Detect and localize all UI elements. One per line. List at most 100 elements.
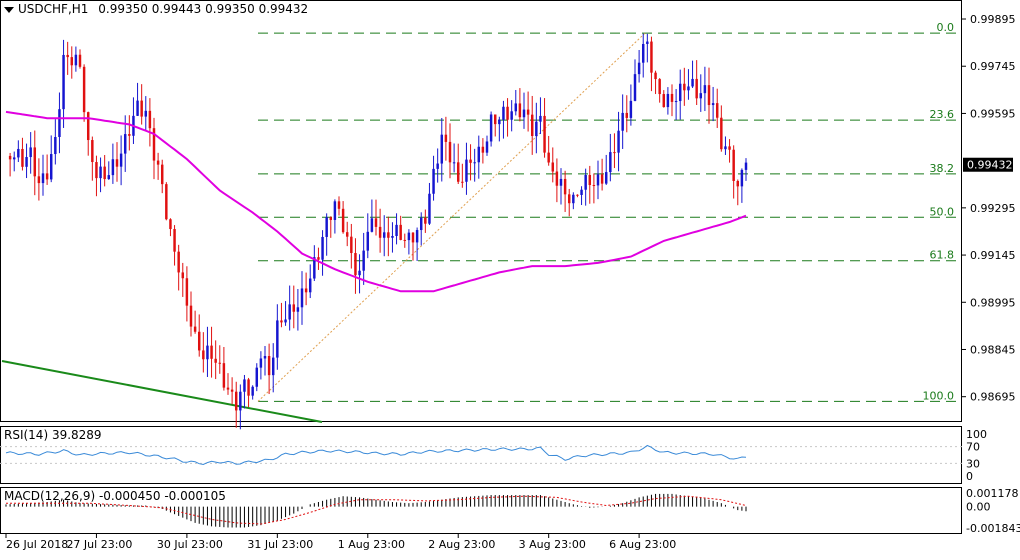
trendlines[interactable] — [1, 360, 323, 423]
bear-candle — [33, 147, 37, 177]
bull-candle — [711, 103, 715, 106]
bear-candle — [448, 141, 452, 163]
bull-candle — [584, 175, 587, 190]
fib-level-label: 61.8 — [930, 249, 955, 262]
bear-candle — [670, 93, 674, 102]
bear-candle — [563, 178, 567, 195]
bull-candle — [136, 100, 139, 116]
macd-axis-label: -0.001843 — [966, 522, 1020, 535]
fib-level-label: 38.2 — [930, 162, 955, 175]
bear-candle — [576, 194, 579, 196]
bull-candle — [687, 86, 690, 91]
bull-candle — [308, 278, 312, 293]
bear-candle — [481, 146, 485, 153]
bull-candle — [276, 320, 279, 358]
bull-candle — [74, 54, 78, 66]
fib-level-label: 23.6 — [930, 108, 955, 121]
bull-candle — [366, 231, 370, 251]
bear-candle — [128, 134, 131, 136]
bear-candle — [234, 391, 238, 411]
bull-candle — [522, 109, 526, 118]
bear-candle — [230, 389, 234, 392]
bear-candle — [292, 304, 296, 312]
bear-candle — [70, 57, 74, 66]
bear-candle — [715, 103, 719, 118]
bear-candle — [95, 162, 98, 179]
bear-candle — [345, 232, 349, 237]
bear-candle — [654, 72, 657, 80]
bull-candle — [559, 178, 563, 186]
dropdown-triangle-icon[interactable] — [4, 6, 14, 13]
bull-candle — [119, 153, 123, 167]
panel-frame — [0, 487, 962, 534]
time-axis-label: 26 Jul 2018 — [6, 538, 68, 551]
bull-candle — [358, 270, 361, 276]
bull-candle — [321, 236, 324, 260]
rsi-axis-label: 0 — [966, 470, 973, 483]
bull-candle — [691, 78, 694, 87]
fib-level-label: 100.0 — [923, 389, 955, 402]
bull-candle — [288, 304, 291, 320]
bear-candle — [732, 149, 735, 181]
bear-candle — [337, 201, 341, 209]
price-axis-label: 0.99295 — [970, 202, 1016, 215]
bull-candle — [29, 147, 32, 158]
bear-candle — [169, 219, 172, 230]
bull-candle — [123, 134, 127, 154]
bear-candle — [222, 363, 226, 388]
bear-candle — [456, 162, 460, 182]
bull-candle — [313, 257, 316, 279]
bear-candle — [156, 160, 160, 165]
bull-candle — [617, 130, 620, 153]
fib-diagonal-line — [257, 32, 646, 402]
bull-candle — [370, 218, 374, 232]
bull-candle — [674, 101, 678, 103]
price-axis-label: 0.99595 — [970, 107, 1016, 120]
bear-candle — [399, 224, 402, 240]
bull-candle — [255, 367, 259, 387]
rsi-indicator — [0, 444, 962, 466]
bear-candle — [267, 356, 271, 376]
bull-candle — [62, 54, 65, 110]
bull-candle — [637, 62, 641, 75]
bear-candle — [173, 229, 176, 252]
price-axis-label: 0.98995 — [970, 296, 1016, 309]
fibonacci-retracement[interactable]: 0.0 23.6 38.2 50.0 61.8 100.0 — [257, 21, 958, 402]
bear-candle — [181, 272, 185, 279]
bull-candle — [489, 114, 493, 142]
bull-candle — [362, 250, 365, 271]
bear-candle — [247, 379, 250, 396]
bear-candle — [8, 155, 12, 160]
bear-candle — [21, 148, 24, 167]
bear-candle — [707, 85, 711, 106]
bear-candle — [403, 239, 407, 241]
bull-candle — [382, 232, 386, 238]
bear-candle — [658, 79, 661, 95]
bear-candle — [218, 362, 222, 364]
bull-candle — [596, 174, 600, 186]
bull-candle — [391, 235, 394, 238]
bull-candle — [646, 41, 649, 44]
bear-candle — [210, 345, 213, 359]
fib-level-label: 0.0 — [937, 21, 955, 34]
bear-candle — [543, 115, 546, 153]
bear-candle — [350, 236, 353, 254]
bear-candle — [37, 176, 41, 184]
bear-candle — [461, 181, 464, 183]
bull-candle — [510, 111, 513, 120]
bull-candle — [740, 169, 744, 187]
bear-candle — [86, 112, 90, 141]
bear-candle — [91, 140, 94, 163]
bear-candle — [625, 112, 629, 118]
bull-candle — [271, 357, 275, 376]
bull-candle — [17, 148, 20, 158]
macd-axis-label: 0.001178 — [966, 487, 1019, 500]
bull-candle — [144, 110, 148, 117]
bear-candle — [177, 251, 180, 273]
bull-candle — [633, 74, 637, 101]
support-trendline — [1, 360, 323, 423]
bull-candle — [604, 172, 608, 184]
rsi-line — [5, 444, 747, 466]
